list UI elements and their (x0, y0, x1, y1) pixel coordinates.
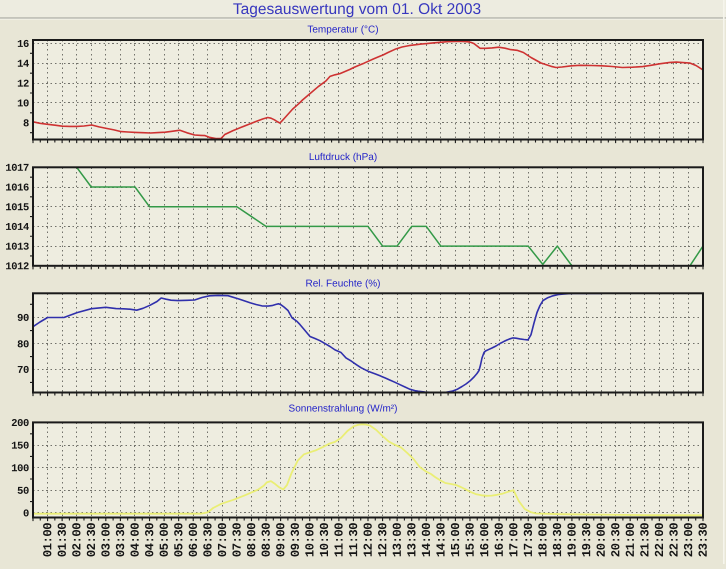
svg-text:Temperatur (°C): Temperatur (°C) (307, 25, 378, 36)
svg-text:Tagesauswertung vom 01. Okt 20: Tagesauswertung vom 01. Okt 2003 (233, 1, 481, 18)
svg-text:Sonnenstrahlung (W/m²): Sonnenstrahlung (W/m²) (289, 404, 398, 415)
svg-text:Rel. Feuchte (%): Rel. Feuchte (%) (305, 279, 380, 290)
svg-text:Luftdruck (hPa): Luftdruck (hPa) (309, 152, 377, 163)
